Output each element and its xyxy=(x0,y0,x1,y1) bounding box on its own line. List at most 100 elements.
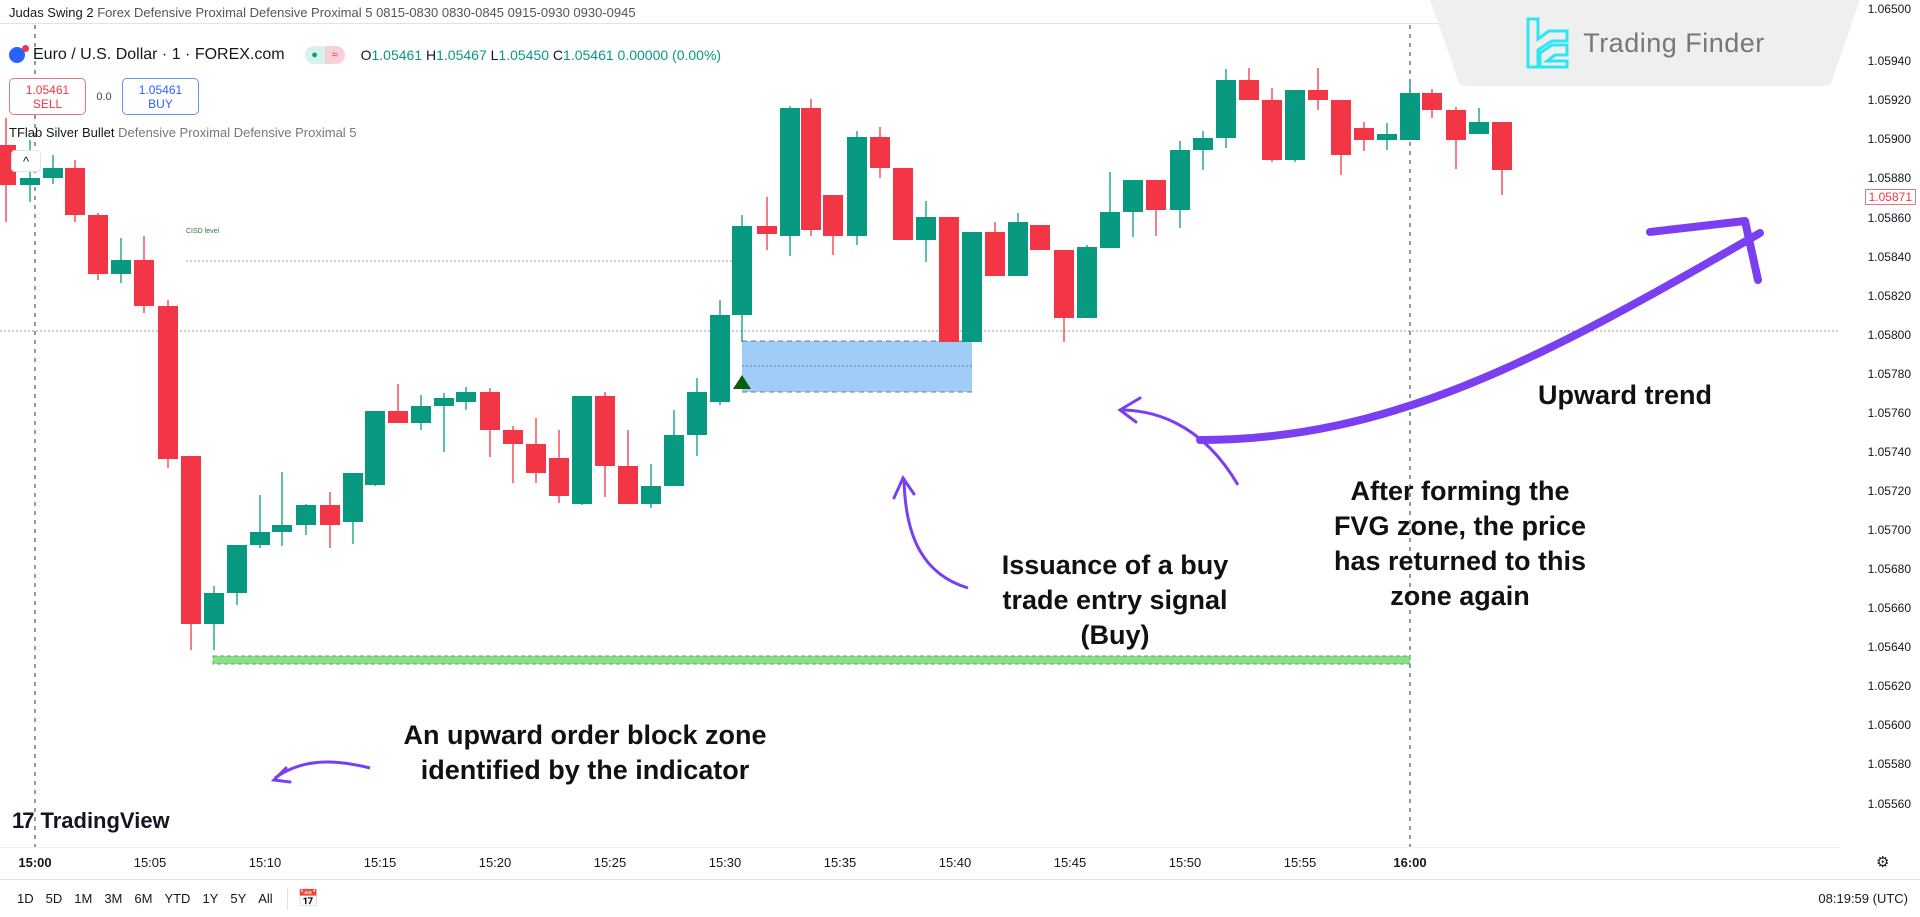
candle[interactable] xyxy=(1285,90,1305,162)
candle[interactable] xyxy=(801,99,821,236)
candlestick-chart[interactable] xyxy=(0,25,1840,847)
buy-button[interactable]: 1.05461 BUY xyxy=(122,78,199,115)
range-button-3m[interactable]: 3M xyxy=(104,891,123,906)
candle[interactable] xyxy=(1123,180,1143,237)
candle[interactable] xyxy=(732,215,752,342)
candle[interactable] xyxy=(893,168,913,240)
price-tick-label: 1.05680 xyxy=(1867,562,1911,576)
candle[interactable] xyxy=(1077,245,1097,318)
candle[interactable] xyxy=(549,430,569,503)
time-tick-label: 15:20 xyxy=(478,855,512,870)
candle-body xyxy=(1400,93,1420,140)
candle-body xyxy=(641,486,661,504)
symbol-legend[interactable]: Euro / U.S. Dollar · 1 · FOREX.com ● ≈ O1… xyxy=(9,45,721,64)
candle[interactable] xyxy=(88,213,108,280)
candle[interactable] xyxy=(320,492,340,548)
candle[interactable] xyxy=(1422,89,1442,118)
candle[interactable] xyxy=(1469,108,1489,134)
candle[interactable] xyxy=(158,300,178,468)
tradingview-logo[interactable]: 17 TradingView xyxy=(12,808,170,833)
candle[interactable] xyxy=(411,395,431,430)
chart-plot-area[interactable] xyxy=(0,25,1840,847)
range-button-ytd[interactable]: YTD xyxy=(164,891,191,906)
range-button-1y[interactable]: 1Y xyxy=(202,891,219,906)
indicator-silver-bullet[interactable]: TFlab Silver Bullet Defensive Proximal D… xyxy=(9,125,357,140)
collapse-legend-button[interactable]: ^ xyxy=(11,150,41,172)
candle[interactable] xyxy=(480,388,500,457)
cisd-level-label: CISD level xyxy=(186,228,220,235)
candle[interactable] xyxy=(503,426,523,483)
candle[interactable] xyxy=(1030,225,1050,250)
candle[interactable] xyxy=(343,473,363,544)
candle[interactable] xyxy=(1216,69,1236,148)
buy-signal-triangle-icon[interactable] xyxy=(733,375,751,389)
candle[interactable] xyxy=(1170,141,1190,228)
candle[interactable] xyxy=(1008,213,1028,276)
candle[interactable] xyxy=(434,393,454,452)
candle[interactable] xyxy=(780,106,800,256)
candle[interactable] xyxy=(365,411,385,486)
range-button-all[interactable]: All xyxy=(258,891,273,906)
candle[interactable] xyxy=(296,504,316,535)
candle[interactable] xyxy=(710,300,730,405)
utc-clock[interactable]: 08:19:59 (UTC) xyxy=(1818,891,1908,906)
candle[interactable] xyxy=(1193,131,1213,170)
symbol-title[interactable]: Euro / U.S. Dollar · 1 · FOREX.com xyxy=(33,46,285,63)
candle[interactable] xyxy=(111,238,131,283)
settings-gear-icon[interactable]: ⚙ xyxy=(1876,854,1890,871)
candle[interactable] xyxy=(1446,107,1466,169)
candle[interactable] xyxy=(870,127,890,178)
candle[interactable] xyxy=(939,217,959,342)
sell-button[interactable]: 1.05461 SELL xyxy=(9,78,86,115)
candle[interactable] xyxy=(272,472,292,546)
candle[interactable] xyxy=(1400,80,1420,140)
range-button-1d[interactable]: 1D xyxy=(17,891,34,906)
range-button-1m[interactable]: 1M xyxy=(74,891,93,906)
candle[interactable] xyxy=(65,160,85,222)
price-tick-label: 1.05800 xyxy=(1867,328,1911,342)
price-tick-label: 1.05700 xyxy=(1867,523,1911,537)
indicator-judas-swing[interactable]: Judas Swing 2 Forex Defensive Proximal D… xyxy=(9,5,636,20)
candle[interactable] xyxy=(134,236,154,313)
candle[interactable] xyxy=(641,464,661,508)
candle[interactable] xyxy=(1146,180,1166,236)
candle[interactable] xyxy=(962,232,982,342)
price-axis[interactable]: 1.06500 1.05940 1.05920 1.05900 1.05880 1.058… xyxy=(1840,0,1920,847)
time-tick-label: 15:15 xyxy=(363,855,397,870)
candle[interactable] xyxy=(250,495,270,548)
range-button-6m[interactable]: 6M xyxy=(134,891,153,906)
candle[interactable] xyxy=(1239,68,1259,100)
candle[interactable] xyxy=(1100,172,1120,248)
market-status-pill[interactable]: ● ≈ xyxy=(304,46,345,64)
candle[interactable] xyxy=(1262,88,1282,162)
candle[interactable] xyxy=(43,155,63,184)
candle-body xyxy=(1146,180,1166,210)
candle[interactable] xyxy=(388,384,408,423)
candle[interactable] xyxy=(456,387,476,410)
candle[interactable] xyxy=(227,545,247,605)
candle[interactable] xyxy=(1354,122,1374,151)
candle[interactable] xyxy=(204,586,224,650)
candle[interactable] xyxy=(664,410,684,486)
candle[interactable] xyxy=(823,195,843,255)
candle-body xyxy=(757,226,777,234)
candle[interactable] xyxy=(572,396,592,505)
candle[interactable] xyxy=(595,392,615,497)
goto-date-calendar-icon[interactable]: 📅 xyxy=(297,888,319,908)
candle[interactable] xyxy=(1054,250,1074,342)
candle[interactable] xyxy=(618,430,638,504)
candle[interactable] xyxy=(757,197,777,250)
range-button-5y[interactable]: 5Y xyxy=(230,891,247,906)
candle[interactable] xyxy=(526,418,546,483)
range-button-5d[interactable]: 5D xyxy=(45,891,63,906)
candle[interactable] xyxy=(847,131,867,245)
candle[interactable] xyxy=(687,378,707,456)
candle[interactable] xyxy=(916,201,936,262)
candle[interactable] xyxy=(985,222,1005,276)
time-axis[interactable]: 15:00 15:05 15:10 15:15 15:20 15:25 15:30 15:35… xyxy=(0,847,1840,877)
candle[interactable] xyxy=(181,456,201,650)
candle[interactable] xyxy=(1331,100,1351,175)
candle[interactable] xyxy=(1308,68,1328,110)
candle[interactable] xyxy=(1377,123,1397,150)
candle[interactable] xyxy=(1492,122,1512,195)
